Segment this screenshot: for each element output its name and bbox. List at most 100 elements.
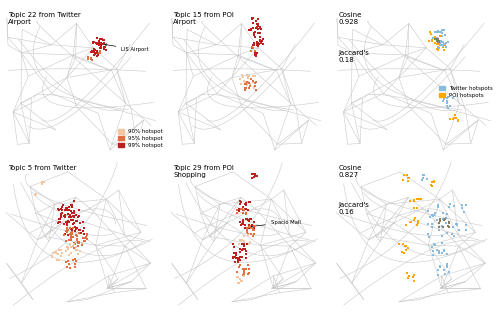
Point — [90, 51, 98, 56]
Point — [55, 258, 63, 263]
Point — [251, 74, 259, 79]
Point — [440, 96, 448, 101]
Point — [96, 50, 104, 55]
Point — [68, 231, 76, 236]
Point — [70, 221, 78, 226]
Point — [248, 232, 256, 237]
Point — [256, 34, 264, 39]
Point — [239, 210, 247, 215]
Point — [458, 205, 466, 210]
Point — [94, 35, 102, 40]
Point — [236, 198, 244, 203]
Point — [94, 49, 102, 54]
Point — [54, 251, 62, 256]
Point — [436, 45, 444, 50]
Point — [256, 31, 264, 36]
Point — [450, 116, 458, 121]
Point — [242, 83, 250, 88]
Point — [232, 250, 239, 255]
Point — [440, 248, 448, 253]
Point — [70, 241, 78, 246]
Point — [48, 254, 56, 259]
Point — [395, 242, 403, 247]
Point — [60, 208, 68, 213]
Point — [70, 258, 78, 263]
Text: Spacio Mall: Spacio Mall — [251, 220, 300, 227]
Point — [242, 80, 250, 85]
Point — [404, 275, 412, 280]
Point — [57, 213, 65, 218]
Point — [242, 256, 250, 261]
Point — [240, 220, 248, 225]
Point — [79, 229, 87, 234]
Point — [72, 232, 80, 237]
Point — [252, 79, 260, 84]
Point — [80, 238, 88, 243]
Point — [253, 43, 261, 48]
Point — [251, 49, 259, 54]
Point — [48, 253, 56, 258]
Point — [247, 27, 255, 32]
Point — [66, 241, 74, 246]
Point — [250, 227, 258, 232]
Text: Jaccard's
0.18: Jaccard's 0.18 — [338, 50, 369, 62]
Point — [68, 217, 76, 222]
Point — [58, 210, 66, 215]
Point — [438, 99, 446, 104]
Point — [74, 238, 82, 243]
Point — [240, 239, 248, 244]
Point — [92, 40, 100, 45]
Point — [460, 210, 468, 215]
Point — [252, 26, 260, 31]
Point — [445, 225, 453, 230]
Point — [410, 206, 418, 211]
Point — [242, 201, 250, 206]
Point — [236, 241, 244, 246]
Point — [248, 80, 256, 85]
Point — [248, 222, 256, 227]
Point — [72, 212, 80, 217]
Point — [454, 222, 462, 227]
Point — [70, 220, 78, 225]
Point — [68, 202, 76, 207]
Point — [64, 247, 72, 252]
Point — [430, 179, 438, 184]
Point — [443, 251, 451, 256]
Text: Cosine
0.827: Cosine 0.827 — [338, 165, 361, 178]
Point — [442, 40, 450, 45]
Point — [58, 212, 66, 217]
Point — [246, 199, 254, 204]
Point — [64, 207, 72, 212]
Point — [241, 223, 249, 228]
Point — [77, 230, 85, 235]
Point — [404, 245, 411, 250]
Point — [234, 270, 241, 275]
Point — [94, 50, 102, 55]
Point — [435, 38, 443, 43]
Point — [246, 242, 254, 247]
Point — [245, 200, 253, 205]
Point — [240, 272, 248, 277]
Point — [245, 73, 253, 78]
Text: Topic 22 from Twitter
Airport: Topic 22 from Twitter Airport — [8, 12, 81, 25]
Point — [428, 38, 436, 43]
Point — [240, 87, 248, 92]
Point — [62, 214, 70, 219]
Point — [67, 231, 75, 236]
Point — [230, 244, 238, 249]
Point — [64, 258, 72, 263]
Point — [66, 252, 74, 257]
Point — [67, 251, 75, 256]
Point — [448, 117, 456, 122]
Point — [449, 225, 457, 230]
Point — [76, 240, 84, 245]
Point — [254, 27, 262, 32]
Point — [56, 253, 64, 258]
Point — [420, 173, 428, 178]
Point — [102, 47, 110, 52]
Point — [242, 86, 250, 91]
Point — [58, 207, 66, 212]
Point — [73, 248, 81, 253]
Point — [56, 217, 64, 222]
Point — [74, 244, 82, 249]
